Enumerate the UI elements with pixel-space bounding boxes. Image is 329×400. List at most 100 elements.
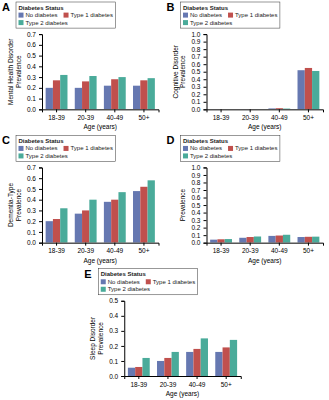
bar: [82, 210, 89, 242]
y-tick-mark: [204, 57, 207, 58]
bars: [46, 75, 155, 109]
x-tick: 18-39: [48, 243, 65, 255]
bar: [104, 202, 111, 243]
y-tick-label: 0.3: [109, 327, 118, 334]
y-tick: 0.1: [27, 228, 42, 235]
legend-swatch: [101, 279, 106, 284]
y-tick: 0.2: [27, 218, 42, 225]
y-tick: 0.0: [27, 239, 42, 246]
y-tick-label: 0.5: [27, 52, 36, 59]
y-tick-mark: [39, 243, 42, 244]
bar: [239, 238, 246, 243]
bar: [140, 187, 147, 243]
y-tick: 0.6: [27, 175, 42, 182]
bars: [128, 338, 237, 376]
x-tick-mark: [114, 109, 115, 112]
legend: Diabetes StatusNo diabetesType 1 diabete…: [181, 2, 280, 28]
legend-swatch: [19, 20, 24, 25]
y-tick-label: 0.8: [191, 179, 200, 186]
x-tick-mark: [197, 376, 198, 379]
bar: [60, 208, 67, 242]
y-tick-mark: [39, 232, 42, 233]
x-axis-title: Age (years): [248, 123, 282, 131]
y-tick-mark: [204, 190, 207, 191]
panel-letter: A: [2, 1, 10, 13]
bar: [254, 236, 261, 242]
legend-swatch: [228, 146, 233, 151]
legend-entry: No diabetes: [190, 12, 222, 18]
x-tick-label: 18-39: [48, 114, 65, 121]
y-tick-mark: [39, 34, 42, 35]
x-tick-mark: [56, 109, 57, 112]
plot: 0.00.10.20.30.40.50.60.70.80.91.018-3920…: [172, 31, 324, 132]
figure: A Diabetes StatusNo diabetesType 1 diabet…: [0, 0, 329, 400]
y-tick-label: 0.0: [191, 106, 200, 113]
bar: [247, 109, 254, 110]
bar: [89, 200, 96, 243]
y-axis: 0.00.10.20.30.40.50.60.7: [27, 31, 43, 113]
panel: CDiabetes StatusNo diabetesType 1 diabet…: [2, 134, 159, 264]
y-tick-label: 0.2: [191, 224, 200, 231]
legend-swatch: [64, 146, 69, 151]
bar: [210, 240, 217, 243]
legend-entry: No diabetes: [26, 145, 58, 151]
x-axis-title: Age (years): [248, 257, 282, 265]
x-axis: 18-3920-3940-4950+: [43, 243, 160, 255]
y-tick: 0.3: [191, 83, 206, 90]
y-tick-label: 0.7: [191, 53, 200, 60]
bar: [217, 109, 224, 110]
y-tick-mark: [204, 220, 207, 221]
bar: [225, 239, 232, 243]
y-tick: 0.4: [27, 196, 42, 203]
y-tick: 0.2: [191, 91, 206, 98]
y-tick-mark: [39, 200, 42, 201]
y-axis-title: Prevalence: [179, 188, 186, 221]
panel: ADiabetes StatusNo diabetesType 1 diabet…: [2, 1, 159, 131]
y-axis-title: Mental Health DisorderPrevalence: [7, 38, 22, 105]
plot: 0.00.10.20.30.40.50.60.718-3920-3940-495…: [7, 31, 159, 132]
x-axis: 18-3920-3940-4950+: [125, 376, 242, 388]
bar: [53, 80, 60, 109]
y-axis-line: [204, 35, 208, 110]
y-tick-mark: [204, 228, 207, 229]
y-tick: 0.7: [191, 53, 206, 60]
y-axis-title: Sleep DisorderPrevalence: [89, 316, 104, 360]
legend-swatch: [228, 13, 233, 18]
y-tick-label: 0.9: [191, 38, 200, 45]
legend-title: Diabetes Status: [101, 271, 147, 277]
y-tick-label: 0.7: [27, 31, 36, 38]
y-tick: 0.7: [191, 187, 206, 194]
legend-entry: No diabetes: [190, 145, 222, 151]
y-tick-label: 0.1: [191, 232, 200, 239]
y-tick-label: 0.2: [27, 218, 36, 225]
x-tick-mark: [85, 243, 86, 246]
legend-swatch: [19, 13, 24, 18]
y-axis: 0.00.10.20.30.40.50.60.70.80.91.0: [191, 164, 207, 246]
legend-title: Diabetes Status: [183, 5, 229, 11]
y-tick-label: 0.2: [191, 91, 200, 98]
bar: [283, 108, 290, 109]
y-tick: 0.1: [191, 232, 206, 239]
x-tick-label: 40-49: [107, 114, 124, 121]
bar: [268, 108, 275, 109]
x-tick-label: 18-39: [48, 247, 65, 254]
y-axis-line: [121, 301, 125, 376]
x-tick-label: 40-49: [271, 114, 288, 121]
x-tick-mark: [138, 376, 139, 379]
y-tick-mark: [121, 361, 124, 362]
panel-letter: E: [84, 268, 91, 280]
y-tick-label: 0.2: [27, 84, 36, 91]
x-tick-mark: [250, 243, 251, 246]
y-tick: 0.6: [191, 194, 206, 201]
x-tick: 40-49: [271, 109, 288, 121]
legend-entry: No diabetes: [26, 12, 58, 18]
x-tick-mark: [308, 243, 309, 246]
panel-letter: C: [2, 134, 10, 146]
y-tick: 0.5: [27, 186, 42, 193]
y-tick: 0.4: [109, 312, 124, 319]
panel: EDiabetes StatusNo diabetesType 1 diabet…: [84, 268, 241, 398]
y-tick-mark: [204, 175, 207, 176]
y-axis-title-line: Prevalence: [15, 188, 22, 221]
bar: [164, 358, 171, 376]
y-tick: 0.6: [27, 41, 42, 48]
